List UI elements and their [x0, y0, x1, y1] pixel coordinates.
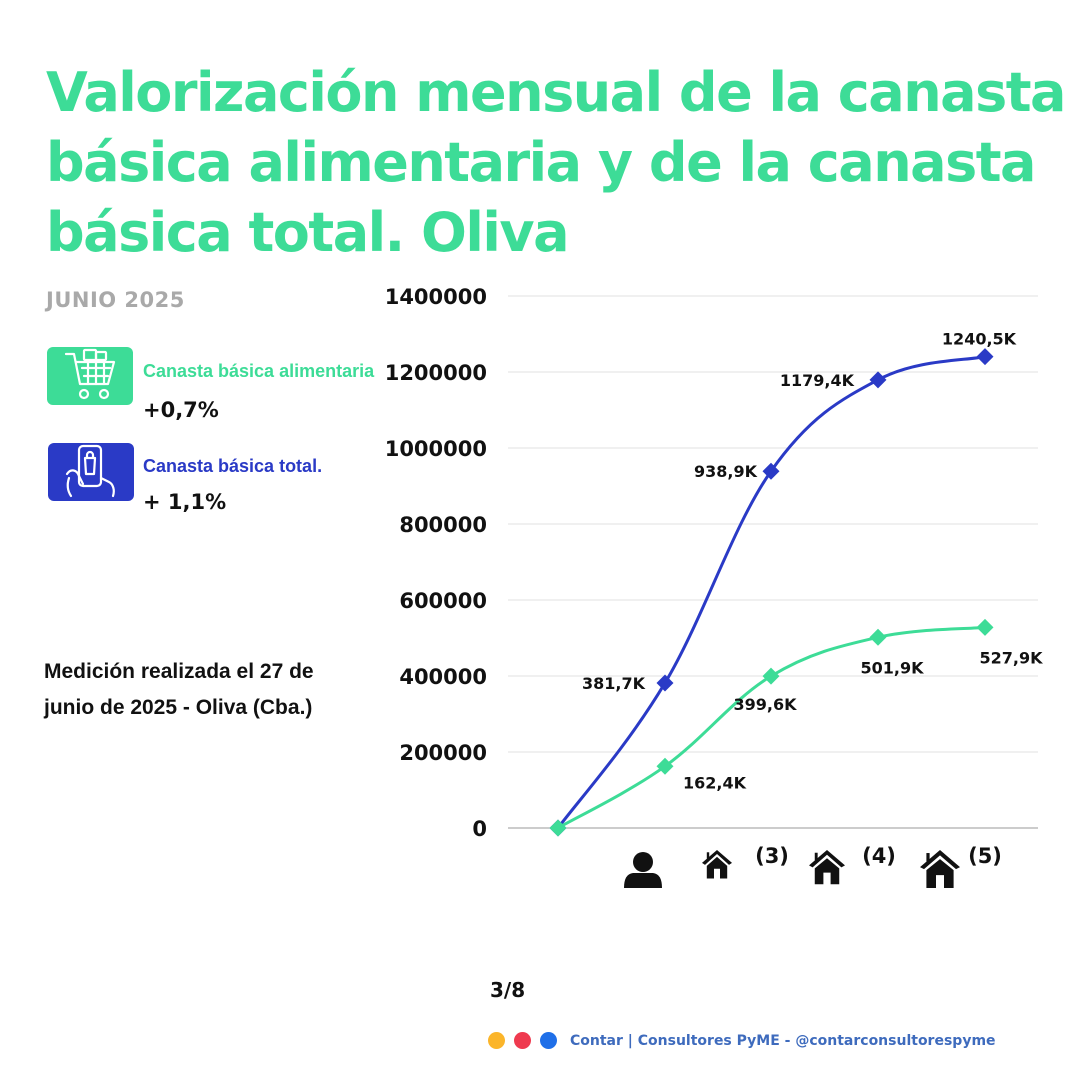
house-icon	[920, 850, 960, 888]
data-label-cbt: 1179,4K	[780, 371, 855, 390]
title-line-1: Valorización mensual de la canasta	[46, 61, 1066, 124]
footer-credit: Contar | Consultores PyME - @contarconsu…	[570, 1032, 996, 1049]
data-label-cba: 501,9K	[860, 658, 924, 677]
series-line-cbt	[556, 355, 986, 829]
page-number: 3/8	[490, 978, 526, 1002]
x-category-label: (4)	[862, 844, 896, 868]
red-dot-icon	[514, 1032, 531, 1049]
legend-label-cba: Canasta básica alimentaria	[143, 361, 375, 381]
y-tick-label: 600000	[399, 589, 487, 613]
phone-shopping-icon	[48, 443, 134, 501]
y-tick-label: 800000	[399, 513, 487, 537]
y-tick-label: 0	[472, 817, 487, 841]
page-title: Valorización mensual de la canasta básic…	[46, 58, 1066, 268]
house-icon	[809, 850, 845, 885]
data-point-cba	[976, 618, 994, 636]
data-point-cbt	[976, 348, 994, 366]
person-icon	[624, 852, 662, 888]
legend-change-cba: +0,7%	[143, 398, 219, 422]
house-icon	[702, 850, 732, 879]
legend-change-cbt: + 1,1%	[143, 490, 227, 514]
x-category-label: (5)	[968, 844, 1002, 868]
y-tick-label: 200000	[399, 741, 487, 765]
measurement-note: Medición realizada el 27 de junio de 202…	[44, 660, 314, 719]
y-tick-label: 1200000	[385, 361, 487, 385]
data-label-cba: 527,9K	[979, 648, 1043, 667]
data-label-cbt: 938,9K	[694, 462, 758, 481]
date-label: JUNIO 2025	[46, 288, 185, 312]
data-point-cbt	[869, 371, 887, 389]
y-tick-label: 1400000	[385, 285, 487, 309]
data-label-cba: 399,6K	[733, 695, 797, 714]
yellow-dot-icon	[488, 1032, 505, 1049]
footer: Contar | Consultores PyME - @contarconsu…	[488, 1032, 996, 1049]
data-point-cbt	[656, 674, 674, 692]
legend-label-cbt: Canasta básica total.	[143, 456, 323, 476]
x-category-label: (3)	[755, 844, 789, 868]
title-line-2: básica alimentaria y de la canasta	[46, 131, 1036, 194]
data-label-cbt: 381,7K	[582, 674, 646, 693]
data-point-cbt	[762, 462, 780, 480]
data-point-cba	[656, 757, 674, 775]
data-point-cba	[869, 628, 887, 646]
title-line-3: básica total. Oliva	[46, 201, 570, 264]
y-tick-label: 1000000	[385, 437, 487, 461]
data-label-cbt: 1240,5K	[942, 330, 1017, 349]
data-label-cba: 162,4K	[683, 773, 747, 792]
y-tick-label: 400000	[399, 665, 487, 689]
data-point-cba	[762, 667, 780, 685]
blue-dot-icon	[540, 1032, 557, 1049]
data-point-cba	[549, 819, 567, 837]
shopping-cart-icon	[47, 347, 133, 405]
